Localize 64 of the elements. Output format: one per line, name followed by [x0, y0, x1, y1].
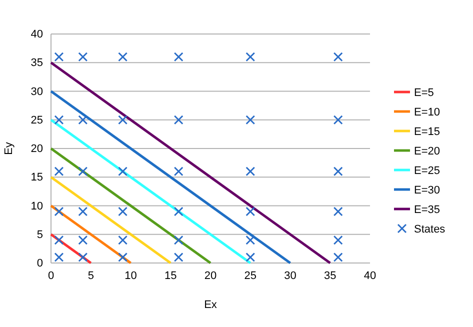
x-tick-label: 10: [124, 270, 137, 282]
point: [118, 166, 128, 176]
point: [78, 115, 88, 125]
point: [118, 52, 128, 62]
point: [54, 166, 64, 176]
x-tick-label: 35: [324, 270, 336, 282]
legend-label: E=20: [414, 146, 440, 158]
point: [78, 252, 88, 262]
point: [333, 166, 343, 176]
point: [174, 52, 184, 62]
point: [118, 235, 128, 245]
x-tick-label: 0: [48, 270, 54, 282]
point: [54, 206, 64, 216]
point: [246, 252, 256, 262]
point: [333, 206, 343, 216]
x-tick-label: 5: [88, 270, 94, 282]
point: [174, 115, 184, 125]
point: [78, 52, 88, 62]
point: [174, 166, 184, 176]
point: [54, 52, 64, 62]
legend-label: E=25: [414, 165, 440, 177]
point: [54, 252, 64, 262]
y-tick-label: 10: [30, 200, 43, 212]
y-tick-label: 35: [30, 57, 43, 70]
point: [246, 235, 256, 245]
point: [333, 52, 343, 62]
point: [174, 206, 184, 216]
point: [78, 166, 88, 176]
point: [333, 235, 343, 245]
point: [246, 115, 256, 125]
y-axis-title: Ey: [3, 142, 15, 155]
point: [246, 166, 256, 176]
point: [118, 252, 128, 262]
y-tick-label: 40: [30, 28, 43, 41]
y-tick-label: 30: [30, 86, 43, 98]
x-tick-label: 40: [364, 270, 376, 282]
point: [78, 206, 88, 216]
point: [333, 115, 343, 125]
point: [333, 252, 343, 262]
y-tick-label: 25: [30, 114, 43, 126]
point: [246, 52, 256, 62]
x-tick-label: 20: [204, 270, 217, 282]
y-tick-label: 20: [30, 143, 43, 156]
point: [246, 206, 256, 216]
legend-label: E=30: [414, 184, 440, 196]
legend-label: E=15: [414, 126, 440, 138]
y-tick-label: 15: [30, 172, 43, 184]
point: [174, 235, 184, 245]
legend-label: E=5: [414, 87, 434, 99]
x-tick-label: 25: [244, 270, 256, 282]
x-tick-label: 30: [284, 270, 296, 282]
point: [118, 115, 128, 125]
point: [78, 235, 88, 245]
x-tick-label: 15: [164, 270, 177, 282]
legend-label: E=10: [414, 106, 440, 118]
point: [174, 252, 184, 262]
point: [54, 115, 64, 125]
legend-label: States: [414, 224, 446, 236]
point: [118, 206, 128, 216]
point: [54, 235, 64, 245]
y-tick-label: 0: [36, 258, 43, 270]
y-tick-label: 5: [36, 228, 43, 241]
x-axis-title: Ex: [204, 299, 218, 311]
legend-label: E=35: [414, 204, 440, 216]
